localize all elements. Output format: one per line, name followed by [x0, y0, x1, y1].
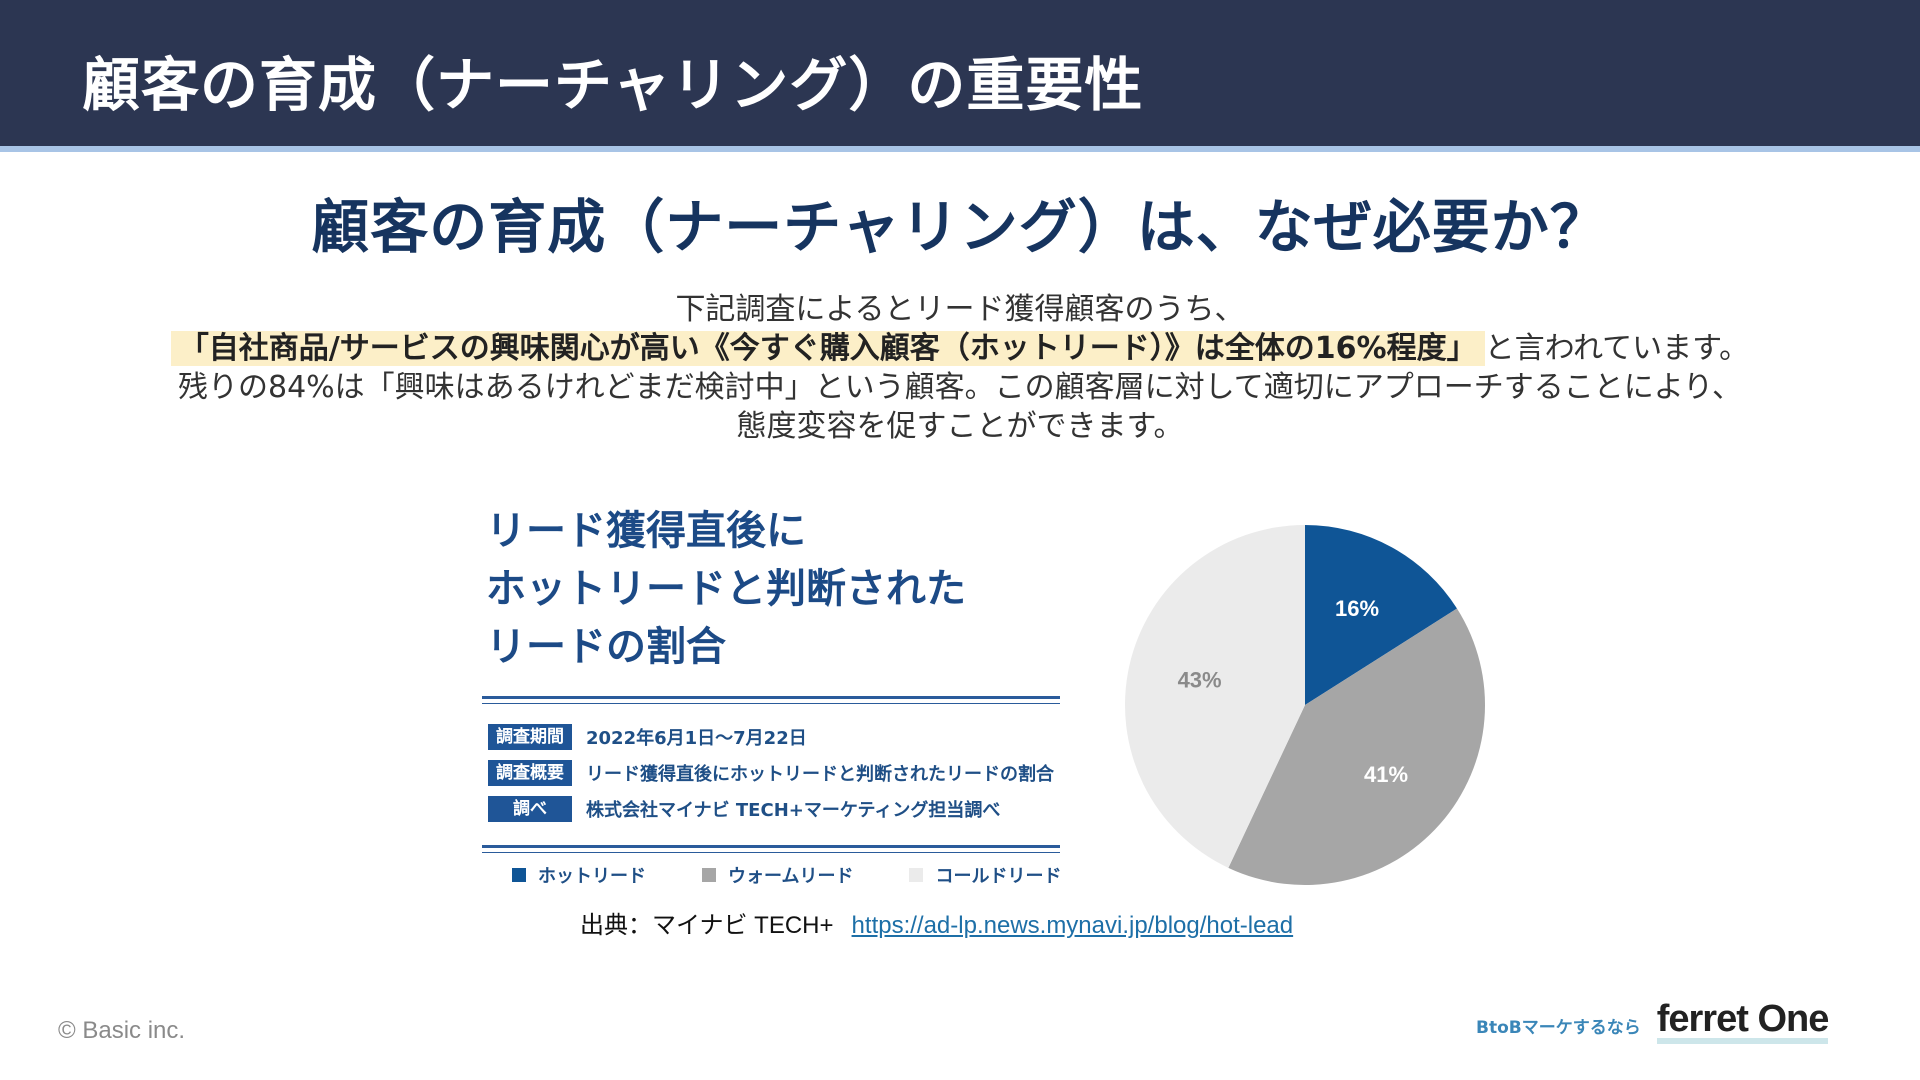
source-citation: 出典：マイナビ TECH+ https://ad-lp.news.mynavi.j…	[580, 905, 1293, 940]
body-line-2: 「自社商品/サービスの興味関心が高い《今すぐ購入顧客（ホットリード）》は全体の1…	[0, 329, 1920, 368]
info-row-period: 調査期間 2022年6月1日〜7月22日	[488, 724, 807, 750]
brand-logo: ferret One	[1656, 1000, 1829, 1044]
info-label: 調査期間	[488, 724, 572, 750]
brand-tagline: BtoBマーケするなら	[1476, 1018, 1641, 1038]
legend-swatch	[909, 868, 924, 882]
figure-title-line-1: リード獲得直後に	[486, 508, 806, 554]
legend-item-hot: ホットリード	[512, 862, 646, 888]
figure-rule-top-thin	[482, 703, 1060, 704]
figure-rule-top	[482, 696, 1060, 699]
info-value: リード獲得直後にホットリードと判断されたリードの割合	[586, 764, 1054, 785]
figure-rule-bottom	[482, 845, 1060, 848]
source-link[interactable]: https://ad-lp.news.mynavi.jp/blog/hot-le…	[851, 912, 1294, 939]
pie-slice-3	[1125, 525, 1305, 868]
figure-title-line-2: ホットリードと判断された	[486, 566, 966, 612]
legend-item-warm: ウォームリード	[702, 862, 853, 888]
figure-title-line-3: リードの割合	[486, 624, 726, 670]
pie-label-2: 41%	[1364, 762, 1408, 787]
copyright: © Basic inc.	[58, 1017, 186, 1044]
figure-title: リード獲得直後に ホットリードと判断された リードの割合	[486, 502, 966, 676]
info-label: 調査概要	[488, 760, 572, 786]
header-bar: 顧客の育成（ナーチャリング）の重要性	[0, 0, 1920, 146]
info-value: 2022年6月1日〜7月22日	[586, 728, 807, 749]
pie-slice-1	[1305, 525, 1457, 705]
brand-logo-block: BtoBマーケするなら ferret One	[1476, 1000, 1829, 1044]
header-divider	[0, 146, 1920, 152]
legend-label: ウォームリード	[728, 866, 854, 887]
page-title: 顧客の育成（ナーチャリング）の重要性	[82, 51, 1144, 119]
legend-label: コールドリード	[935, 866, 1062, 887]
body-line-3: 残りの84%は「興味はあるけれどまだ検討中」という顧客。この顧客層に対して適切に…	[178, 370, 1742, 405]
source-prefix: 出典：マイナビ TECH+	[580, 912, 834, 939]
figure-rule-bottom-thin	[482, 852, 1060, 853]
pie-label-1: 16%	[1335, 596, 1379, 621]
pie-slice-2	[1228, 608, 1486, 885]
body-line-1: 下記調査によるとリード獲得顧客のうち、	[675, 292, 1245, 327]
chart-legend: ホットリード ウォームリード コールドリード	[512, 862, 1117, 888]
info-value: 株式会社マイナビ TECH+マーケティング担当調べ	[586, 800, 1001, 821]
legend-swatch	[702, 868, 716, 882]
pie-label-3: 43%	[1178, 667, 1222, 692]
highlight-text: 「自社商品/サービスの興味関心が高い《今すぐ購入顧客（ホットリード）》は全体の1…	[170, 331, 1485, 366]
info-label: 調べ	[488, 796, 572, 822]
body-paragraph: 下記調査によるとリード獲得顧客のうち、 「自社商品/サービスの興味関心が高い《今…	[0, 290, 1920, 446]
body-line-4: 態度変容を促すことができます。	[736, 409, 1184, 444]
info-row-summary: 調査概要 リード獲得直後にホットリードと判断されたリードの割合	[488, 760, 1054, 786]
legend-item-cold: コールドリード	[909, 862, 1061, 888]
legend-swatch	[512, 868, 526, 882]
section-heading: 顧客の育成（ナーチャリング）は、なぜ必要か？	[311, 193, 1609, 261]
legend-label: ホットリード	[538, 866, 646, 887]
info-row-source: 調べ 株式会社マイナビ TECH+マーケティング担当調べ	[488, 796, 1000, 822]
body-line-2-rest: と言われています。	[1484, 331, 1750, 366]
pie-chart: 16% 41% 43%	[1125, 525, 1486, 885]
